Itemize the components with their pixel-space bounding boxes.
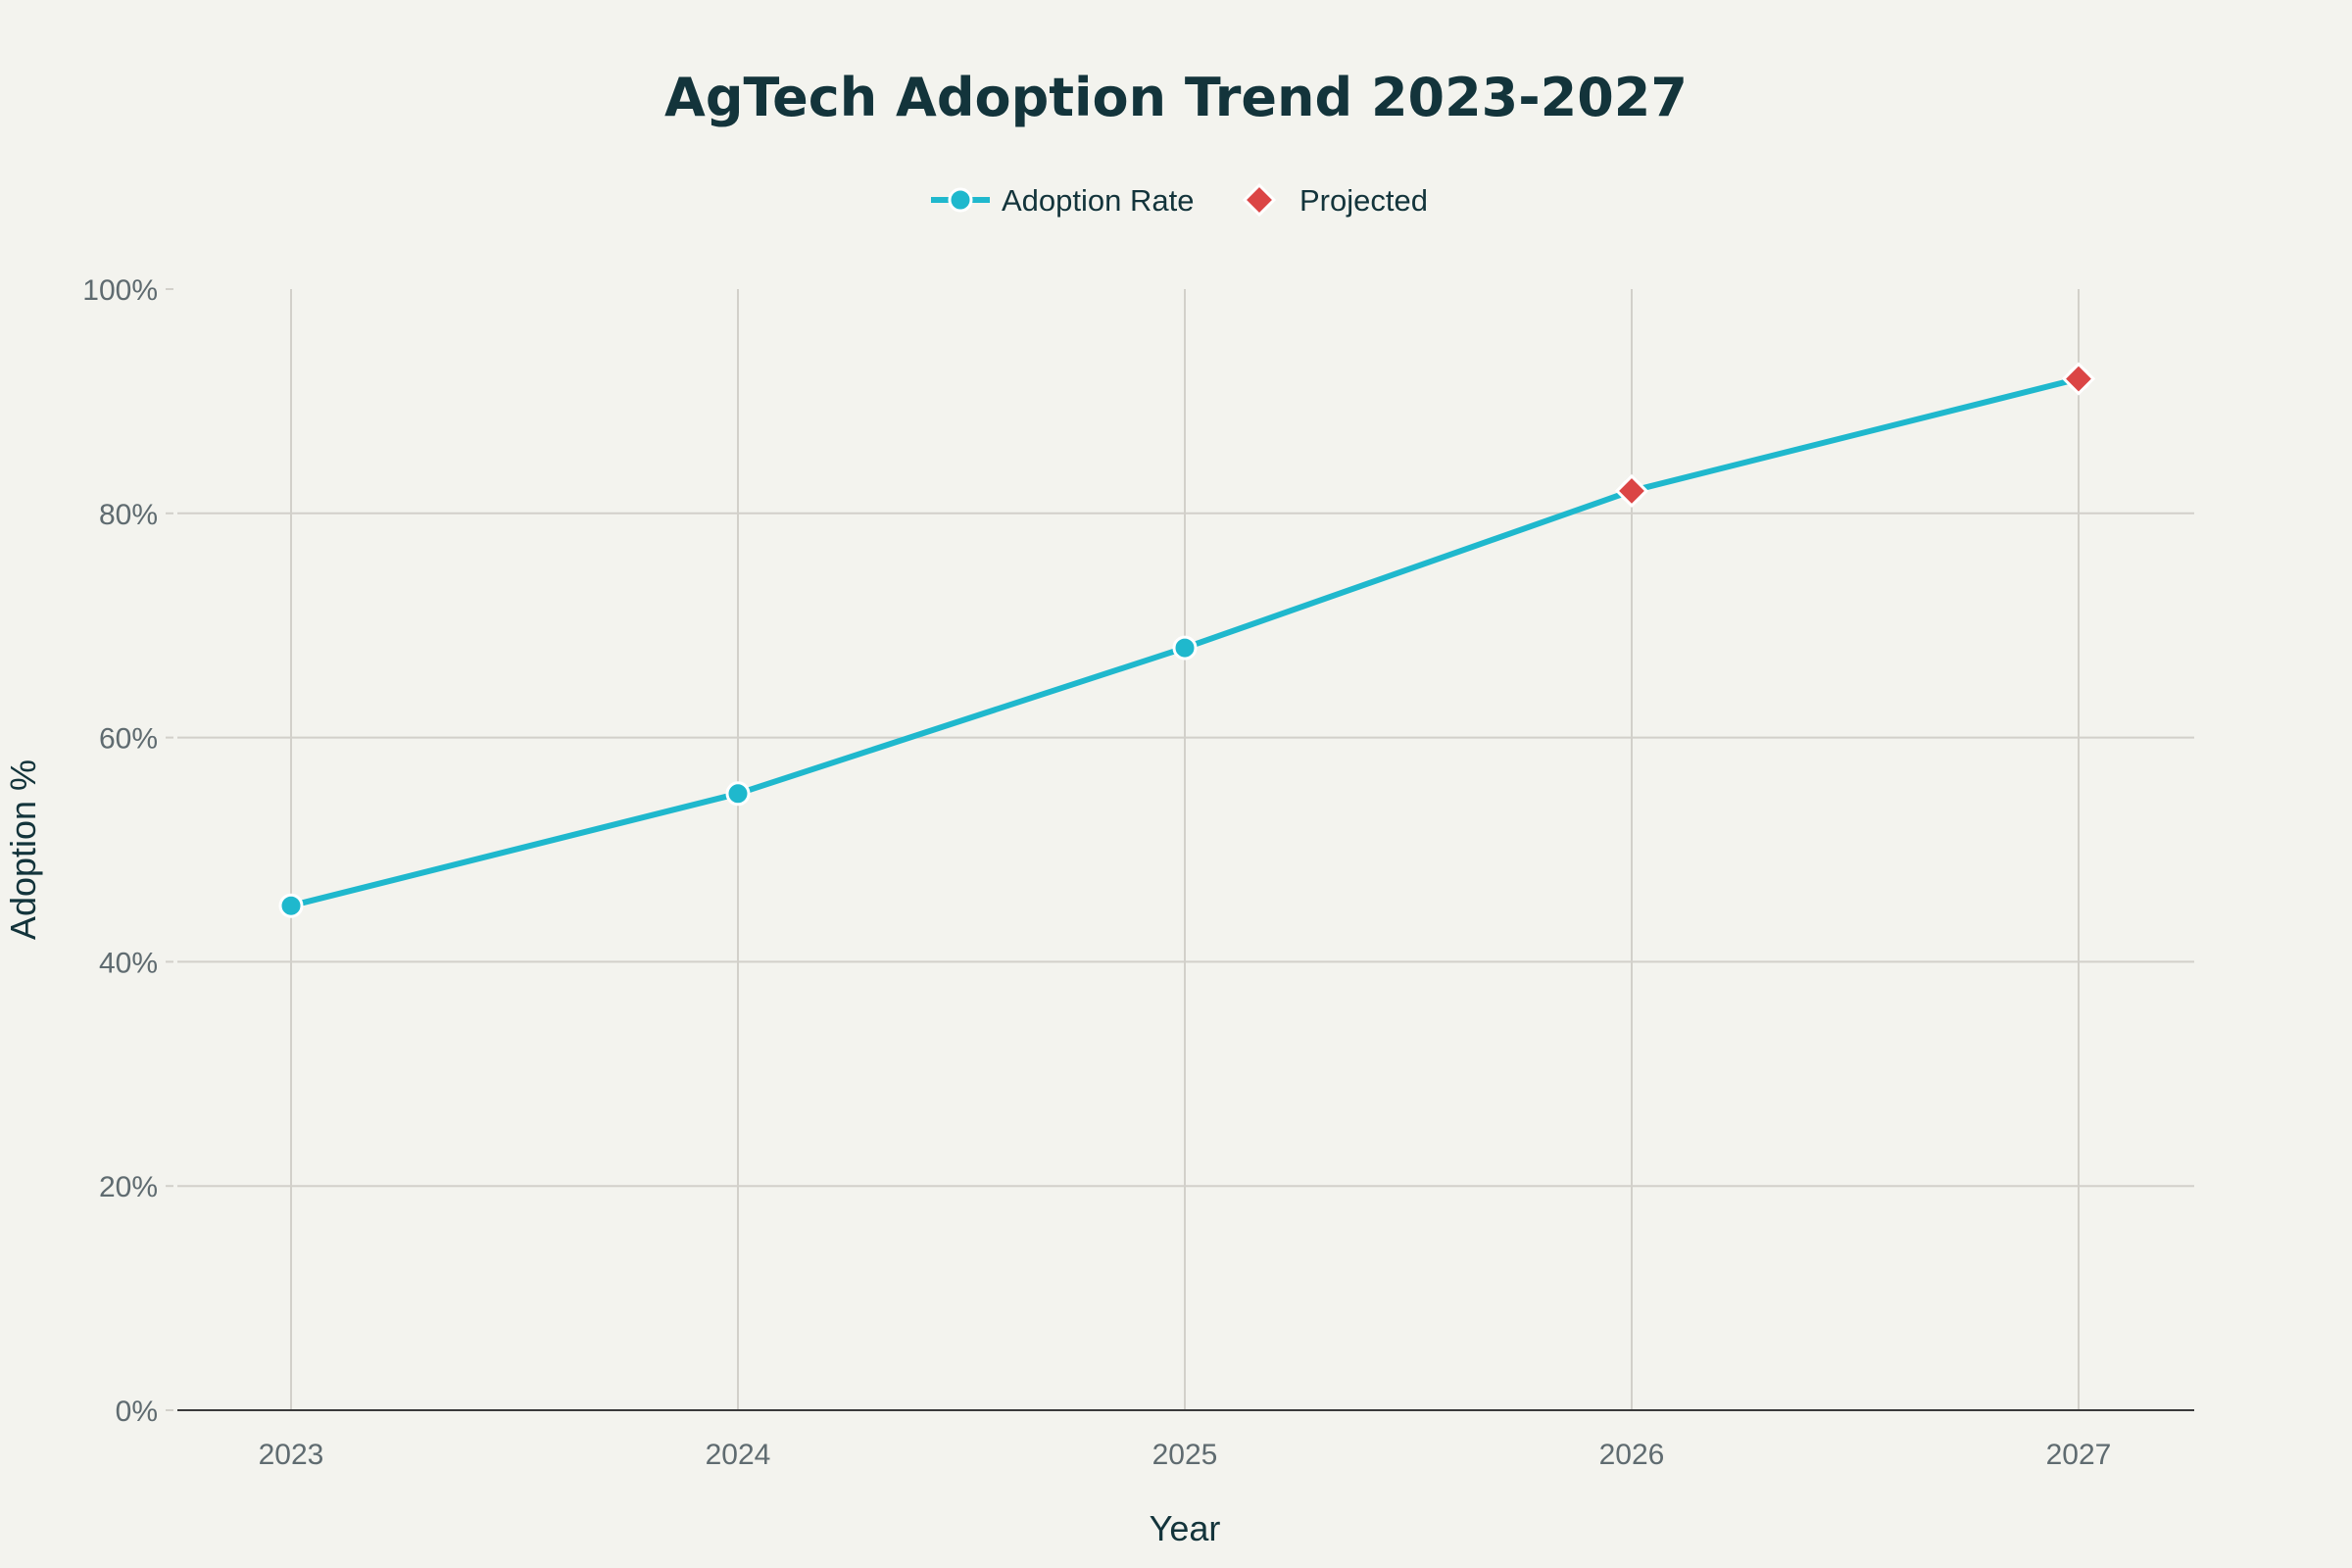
x-axis-title: Year	[1150, 1508, 1221, 1548]
projected-point[interactable]	[1614, 473, 1649, 509]
y-axis-ticks: 0% 20% 40% 60% 80% 100%	[82, 274, 173, 1428]
x-tick-label: 2027	[2046, 1439, 2112, 1471]
chart-title: AgTech Adoption Trend 2023-2027	[664, 67, 1688, 128]
legend-label: Adoption Rate	[1002, 183, 1194, 218]
y-tick-label: 100%	[82, 274, 158, 307]
legend: Adoption Rate Projected	[931, 182, 1428, 218]
legend-label: Projected	[1299, 183, 1428, 218]
legend-item-projected[interactable]: Projected	[1242, 182, 1428, 218]
y-tick-label: 40%	[99, 947, 158, 979]
y-tick-label: 0%	[116, 1396, 158, 1428]
projected-point[interactable]	[2061, 362, 2096, 396]
y-tick-label: 80%	[99, 499, 158, 531]
series	[278, 362, 2096, 918]
adoption-rate-point[interactable]	[725, 781, 751, 807]
adoption-rate-point[interactable]	[1172, 635, 1198, 661]
grid	[177, 289, 2194, 1410]
legend-circle-icon	[948, 187, 973, 213]
legend-item-adoption-rate[interactable]: Adoption Rate	[931, 183, 1194, 218]
x-tick-label: 2025	[1152, 1439, 1218, 1471]
y-tick-label: 60%	[99, 723, 158, 756]
x-axis-ticks: 2023 2024 2025 2026 2027	[259, 1439, 2112, 1471]
y-axis-title: Adoption %	[3, 760, 43, 940]
adoption-rate-point[interactable]	[278, 893, 304, 918]
y-tick-label: 20%	[99, 1171, 158, 1203]
x-tick-label: 2026	[1599, 1439, 1665, 1471]
x-tick-label: 2024	[706, 1439, 771, 1471]
x-tick-label: 2023	[259, 1439, 324, 1471]
legend-diamond-icon	[1242, 182, 1277, 218]
